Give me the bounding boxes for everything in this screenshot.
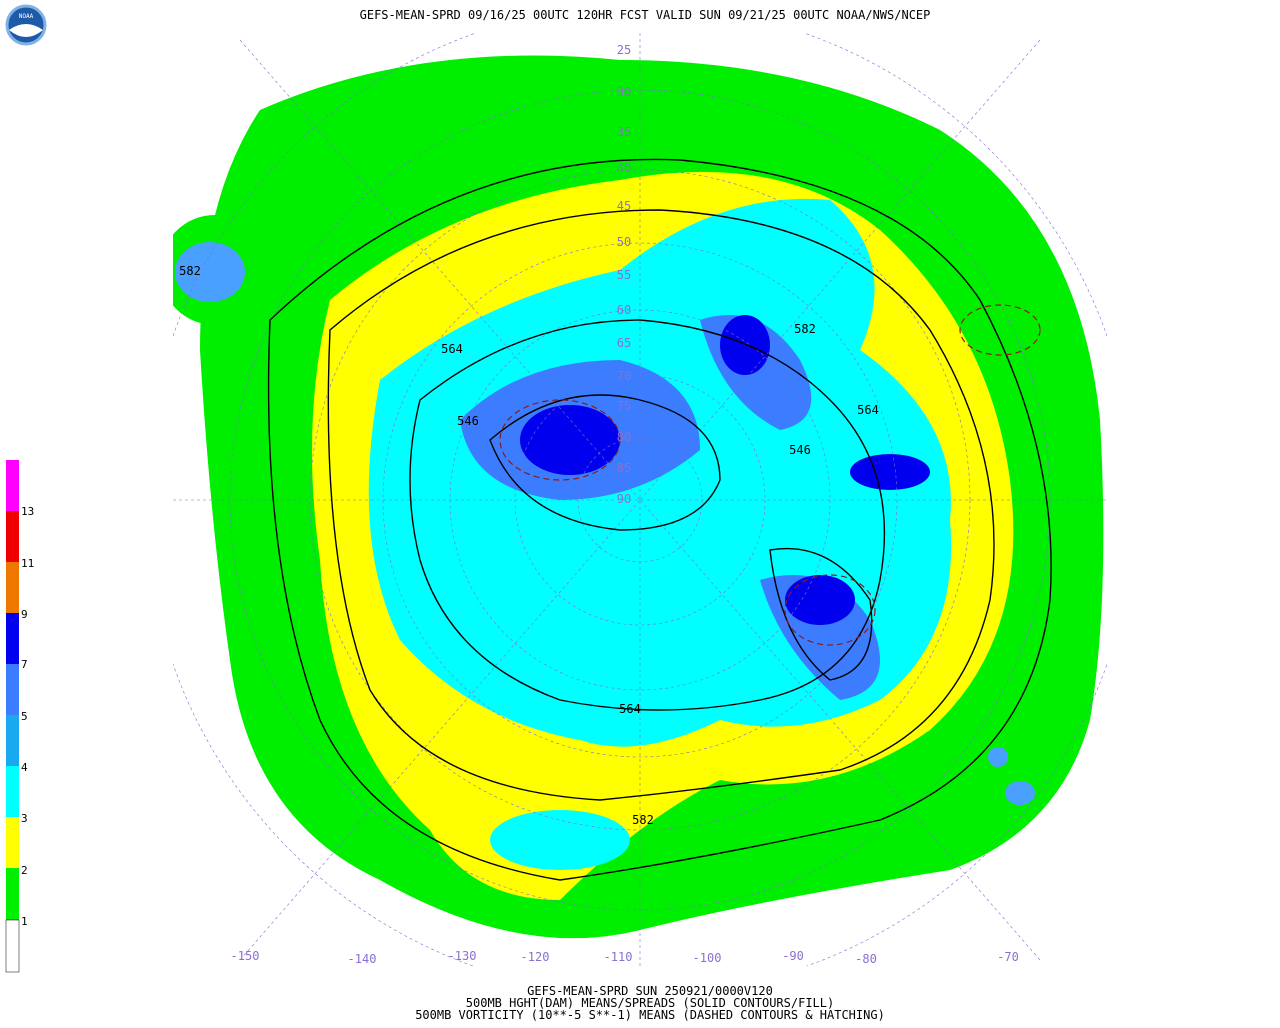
longitude-label: -130 xyxy=(448,949,477,963)
footer-line: 500MB HGHT(DAM) MEANS/SPREADS (SOLID CON… xyxy=(466,996,834,1010)
colorbar-segment xyxy=(6,766,19,817)
logo-text: NOAA xyxy=(19,13,34,20)
colorbar-segment xyxy=(6,460,19,511)
latitude-label: 80 xyxy=(617,430,631,444)
contour-label: 546 xyxy=(789,443,811,457)
spread-4-5 xyxy=(988,747,1008,767)
colorbar-label: 13 xyxy=(21,505,34,518)
latitude-label: 60 xyxy=(617,303,631,317)
longitude-label: -100 xyxy=(693,951,722,965)
contour-label: 564 xyxy=(857,403,879,417)
longitude-label: -150 xyxy=(231,949,260,963)
spread-7-9 xyxy=(720,315,770,375)
contour-label: 582 xyxy=(179,264,201,278)
colorbar-label: 3 xyxy=(21,812,28,825)
latitude-label: 70 xyxy=(617,369,631,383)
spread-4-5 xyxy=(175,242,245,302)
colorbar-label: 7 xyxy=(21,658,28,671)
colorbar-segment xyxy=(6,511,19,562)
map xyxy=(173,33,1107,966)
spread-3-4 xyxy=(490,810,630,870)
spread-7-9 xyxy=(850,454,930,490)
latitude-label: 65 xyxy=(617,336,631,350)
graticule xyxy=(173,33,1107,966)
latitude-label: 55 xyxy=(617,268,631,282)
longitude-label: -70 xyxy=(997,950,1019,964)
longitude-label: -140 xyxy=(348,952,377,966)
title: GEFS-MEAN-SPRD 09/16/25 00UTC 120HR FCST… xyxy=(360,8,931,22)
longitude-label: -80 xyxy=(855,952,877,966)
latitude-label: 35 xyxy=(617,125,631,139)
colorbar-segment xyxy=(5,919,20,973)
colorbar-segment xyxy=(6,817,19,868)
contour-label: 564 xyxy=(441,342,463,356)
colorbar-label: 2 xyxy=(21,864,28,877)
colorbar-segment xyxy=(6,868,19,920)
contour-label: 582 xyxy=(632,813,654,827)
contour-label: 546 xyxy=(457,414,479,428)
latitude-label: 50 xyxy=(617,235,631,249)
contour-label: 582 xyxy=(794,322,816,336)
colorbar-label: 4 xyxy=(21,761,28,774)
longitude-label: -120 xyxy=(521,950,550,964)
latitude-label: 45 xyxy=(617,199,631,213)
colorbar-label: 5 xyxy=(21,710,28,723)
contour-label: 564 xyxy=(619,702,641,716)
longitude-label: -110 xyxy=(604,950,633,964)
colorbar-segment xyxy=(6,664,19,715)
colorbar-label: 11 xyxy=(21,557,34,570)
vorticity-contours xyxy=(499,304,1041,646)
latitude-label: 90 xyxy=(617,492,631,506)
colorbar-segment xyxy=(6,562,19,613)
latitude-label: 40 xyxy=(617,161,631,175)
colorbar-label: 1 xyxy=(21,915,28,928)
colorbar-segment xyxy=(6,715,19,766)
latitude-label: 25 xyxy=(617,43,631,57)
spread-4-5 xyxy=(1005,781,1035,805)
logo-wave xyxy=(9,24,43,37)
longitude-label: -90 xyxy=(782,949,804,963)
latitude-label: 75 xyxy=(617,399,631,413)
latitude-label: 85 xyxy=(617,461,631,475)
latitude-label: 30 xyxy=(617,85,631,99)
footer-line: 500MB VORTICITY (10**-5 S**-1) MEANS (DA… xyxy=(415,1008,885,1022)
spread-7-9 xyxy=(785,575,855,625)
footer-line: GEFS-MEAN-SPRD SUN 250921/0000V120 xyxy=(527,984,773,998)
colorbar-label: 9 xyxy=(21,608,28,621)
colorbar-segment xyxy=(6,613,19,664)
spread-7-9 xyxy=(520,405,620,475)
labels: 131197543212530354045505560657075808590-… xyxy=(21,43,1019,1022)
colorbar xyxy=(5,460,20,973)
